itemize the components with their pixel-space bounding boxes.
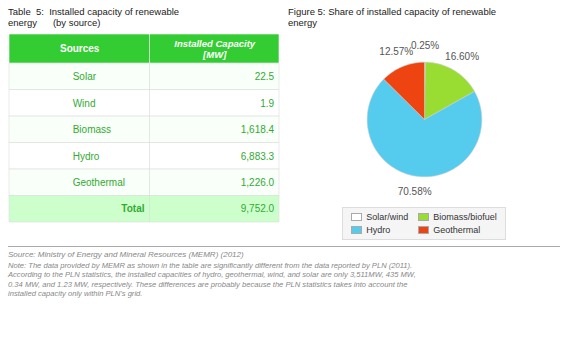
svg-text:Installed Capacity[MW]: Installed Capacity[MW] [174, 38, 255, 59]
svg-text:22.522.5: 22.522.5 [255, 71, 275, 82]
svg-text:9,752.09752: 9,752.09752 [241, 203, 275, 214]
svg-text:1,226.01226: 1,226.01226 [241, 177, 275, 188]
svg-text:70.58%: 70.58% [398, 186, 432, 197]
html-text:Source: Ministry of Energy and: Source: Ministry of Energy and Mineral R… [8, 249, 244, 259]
svg-text:Hydro: Hydro [73, 150, 100, 161]
svg-text:1,618.41618.4: 1,618.41618.4 [241, 124, 275, 135]
svg-text:1.91.9: 1.91.9 [260, 97, 274, 108]
svg-text:6,883.36883.3: 6,883.36883.3 [241, 150, 275, 161]
svg-text:Wind: Wind [73, 97, 96, 108]
svg-text:12.57%: 12.57% [379, 46, 413, 57]
svg-text:16.60%: 16.60% [445, 50, 479, 61]
html-text:Figure 5: Share of installed c: Figure 5: Share of installed capacity of… [288, 6, 497, 29]
html-text:Table 5: Installed capacity of: Table 5: Installed capacity of renewable… [8, 6, 180, 29]
svg-text:Total: Total [121, 203, 144, 214]
svg-text:Biomass: Biomass [73, 124, 111, 135]
svg-text:Sources: Sources [60, 43, 100, 54]
svg-text:Solar: Solar [73, 71, 97, 82]
html-text:Biomass/biofuel: Biomass/biofuel [433, 211, 497, 222]
html-text:Solar/wind: Solar/wind [366, 211, 409, 222]
svg-text:Geothermal: Geothermal [73, 177, 125, 188]
html-text:Note: The data provided by MEM: Note: The data provided by MEMR as shown… [8, 260, 416, 299]
svg-text:0.25%: 0.25% [411, 40, 439, 51]
html-text:Geothermal: Geothermal [433, 224, 481, 235]
html-text:Hydro: Hydro [366, 224, 391, 235]
